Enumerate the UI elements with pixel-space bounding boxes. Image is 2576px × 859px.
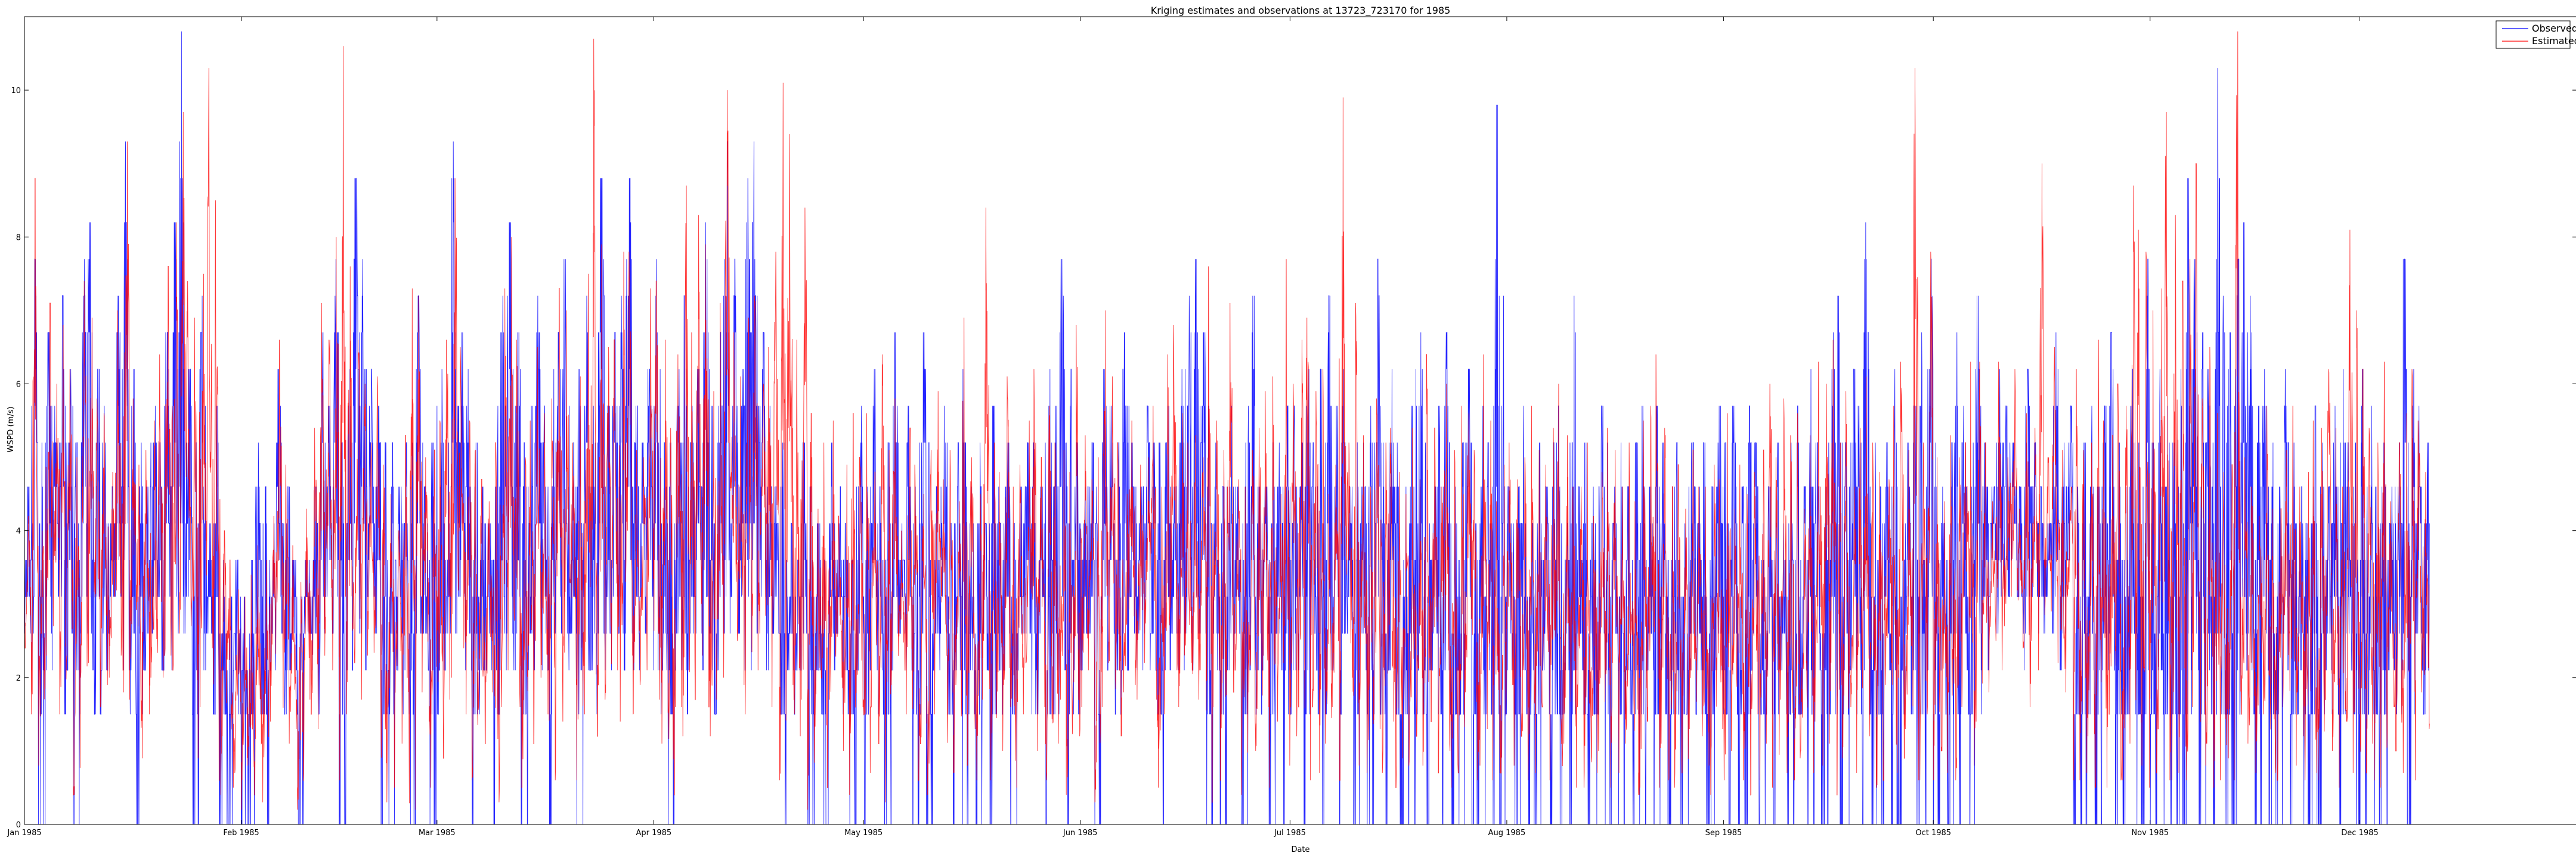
y-tick-label: 6 — [16, 380, 21, 389]
y-tick-label: 10 — [11, 86, 21, 95]
x-tick-label: Feb 1985 — [223, 829, 259, 838]
x-tick-label: Aug 1985 — [1488, 829, 1526, 838]
y-tick-label: 0 — [16, 821, 21, 830]
y-tick-label: 2 — [16, 674, 21, 683]
x-tick-label: Mar 1985 — [419, 829, 456, 838]
legend-observed-label: Observed — [2532, 23, 2576, 34]
x-tick-label: Jan 1985 — [7, 829, 41, 838]
series-line-estimated — [24, 31, 2430, 810]
x-tick-label: Dec 1985 — [2341, 829, 2378, 838]
chart-title: Kriging estimates and observations at 13… — [1151, 5, 1451, 17]
x-tick-label: Oct 1985 — [1915, 829, 1951, 838]
x-tick-label: Jul 1985 — [1274, 829, 1306, 838]
y-axis-label: WSPD (m/s) — [7, 406, 16, 452]
legend-estimated-label: Estimated — [2532, 35, 2576, 47]
x-tick-label: Sep 1985 — [1705, 829, 1742, 838]
x-tick-label: May 1985 — [844, 829, 883, 838]
plot-frame — [24, 16, 2576, 825]
axes: 0 2 4 6 8 10 Jan 1985 Feb 1985 Mar 1985 Apr 1985 M… — [7, 17, 2576, 838]
y-tick-label: 8 — [16, 233, 21, 242]
legend-frame — [2496, 20, 2571, 49]
x-axis-label: Date — [1291, 845, 1309, 854]
y-tick-label: 4 — [16, 527, 21, 536]
x-tick-label: Jun 1985 — [1063, 829, 1098, 838]
x-tick-label: Nov 1985 — [2131, 829, 2169, 838]
plot-area — [24, 31, 2430, 825]
x-tick-label: Apr 1985 — [636, 829, 671, 838]
legend: Observed Estimated — [2496, 20, 2576, 49]
